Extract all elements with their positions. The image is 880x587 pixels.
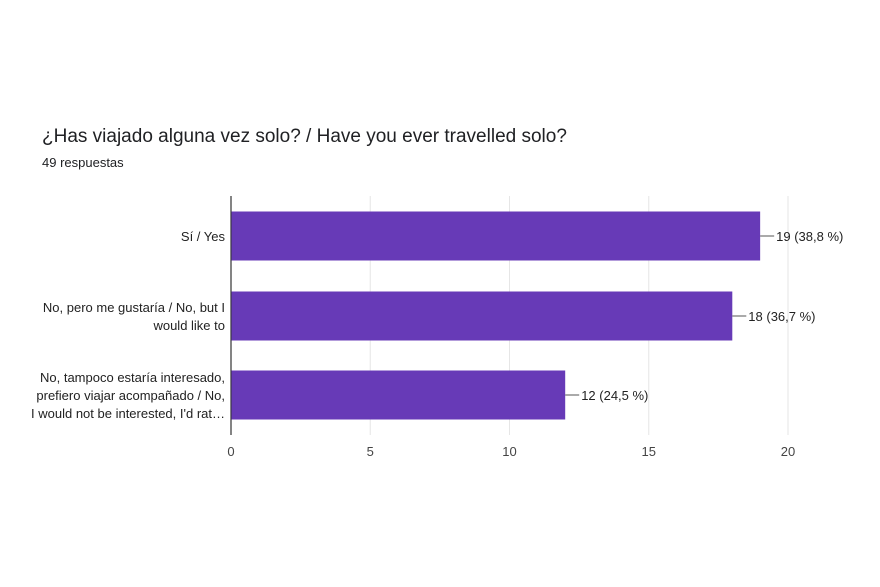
x-tick-label: 20 — [781, 444, 795, 459]
category-label: I would not be interested, I'd rat… — [31, 406, 225, 421]
bar[interactable] — [231, 370, 566, 420]
x-tick-label: 0 — [227, 444, 234, 459]
data-label: 12 (24,5 %) — [581, 388, 648, 403]
chart-title: ¿Has viajado alguna vez solo? / Have you… — [42, 126, 567, 147]
response-count: 49 respuestas — [42, 155, 124, 170]
data-label: 18 (36,7 %) — [748, 309, 815, 324]
x-tick-label: 5 — [367, 444, 374, 459]
category-label: Sí / Yes — [181, 229, 226, 244]
data-label: 19 (38,8 %) — [776, 229, 843, 244]
bar[interactable] — [231, 291, 733, 341]
category-label: No, tampoco estaría interesado, — [40, 370, 225, 385]
bar[interactable] — [231, 211, 761, 261]
category-label: No, pero me gustaría / No, but I — [43, 300, 225, 315]
category-label: would like to — [152, 318, 225, 333]
x-tick-label: 15 — [642, 444, 656, 459]
x-tick-label: 10 — [502, 444, 516, 459]
category-label: prefiero viajar acompañado / No, — [36, 388, 225, 403]
